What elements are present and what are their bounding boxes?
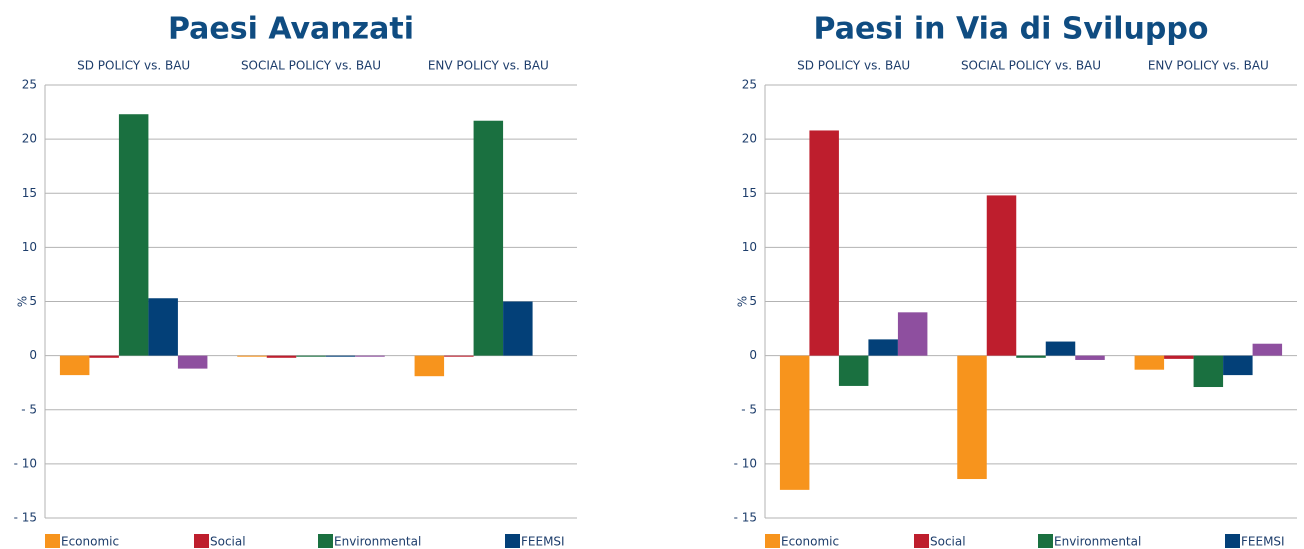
y-tick-label: 15 [22,186,37,200]
bar [89,355,119,358]
bar [355,355,385,357]
bar [986,195,1017,356]
bar [1223,355,1253,376]
legend-label: Social [210,535,246,549]
y-tick-label: 5 [749,294,757,308]
bar [1075,355,1105,360]
bar [237,355,267,357]
legend-label: Economic [781,535,839,549]
category-label: SD POLICY vs. BAU [77,59,190,73]
bar [473,120,504,356]
y-tick-label: 20 [22,132,37,146]
bar [118,114,149,356]
category-label: SOCIAL POLICY vs. BAU [241,59,381,73]
bar [868,339,898,356]
legend-label: Social [930,535,966,549]
y-tick-label: - 5 [21,402,37,416]
bar [444,355,474,357]
legend-swatch [914,534,929,548]
y-tick-label: 20 [742,132,757,146]
y-tick-label: 5 [29,294,37,308]
category-label: ENV POLICY vs. BAU [1148,59,1269,73]
y-axis-label: % [736,296,750,307]
bar [59,355,90,376]
legend-swatch [45,534,60,548]
bar [957,355,987,480]
legend-label: Environmental [334,535,421,549]
y-tick-label: 0 [29,348,37,362]
y-axis-label: % [16,296,30,307]
bar [148,298,178,356]
bar [1164,355,1194,359]
legend-label: Environmental [1054,535,1141,549]
bar [414,355,445,377]
y-tick-label: - 15 [734,511,757,525]
y-tick-label: - 10 [734,456,757,470]
bar [1193,355,1224,388]
bar [779,355,810,490]
y-tick-label: - 5 [741,402,757,416]
y-tick-label: 25 [742,78,757,92]
y-tick-label: - 15 [14,511,37,525]
legend-label: Economic [61,535,119,549]
chart-title: Paesi Avanzati [168,12,414,47]
legend-swatch [505,534,520,548]
y-tick-label: 10 [22,240,37,254]
bar [177,355,208,369]
chart-title: Paesi in Via di Sviluppo [814,12,1209,47]
category-label: SD POLICY vs. BAU [797,59,910,73]
bar [1045,341,1076,356]
bar [1016,355,1046,358]
legend-swatch [765,534,780,548]
bar [325,355,356,357]
bar [838,355,869,386]
bar [1134,355,1165,370]
bar [809,130,839,356]
y-tick-label: 0 [749,348,757,362]
legend-label: FEEMSI [1241,535,1285,549]
y-tick-label: 10 [742,240,757,254]
bar [1252,343,1283,356]
legend-swatch [1225,534,1240,548]
legend-swatch [1038,534,1053,548]
category-label: SOCIAL POLICY vs. BAU [961,59,1101,73]
y-tick-label: - 10 [14,456,37,470]
bar [266,355,297,358]
legend-swatch [318,534,333,548]
y-tick-label: 25 [22,78,37,92]
bar [296,355,326,357]
legend-label: FEEMSI [521,535,565,549]
category-label: ENV POLICY vs. BAU [428,59,549,73]
y-tick-label: 15 [742,186,757,200]
legend-swatch [194,534,209,548]
bar [503,301,533,356]
bar [897,312,928,356]
